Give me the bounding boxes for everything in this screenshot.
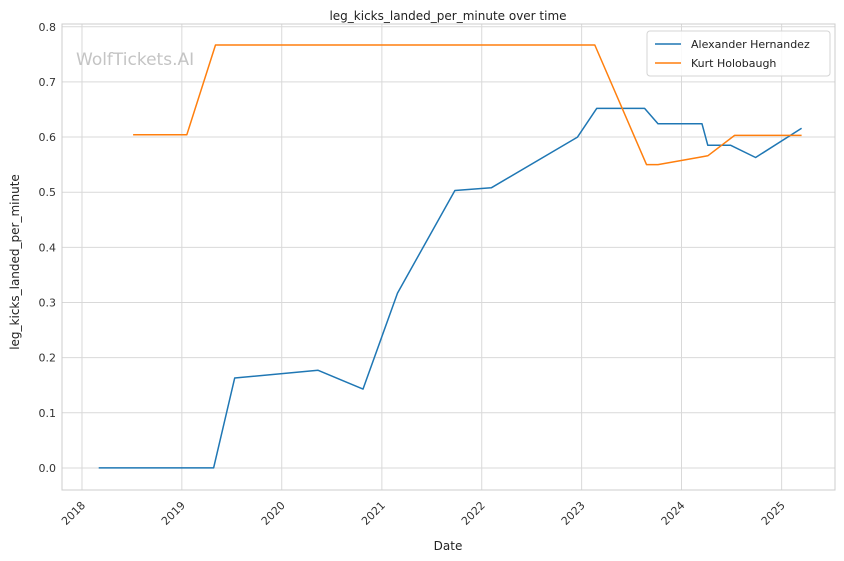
y-axis-ticks: 0.0 0.1 0.2 0.3 0.4 0.5 0.6 0.7 0.8: [39, 21, 57, 475]
x-axis-label: Date: [434, 539, 463, 553]
y-tick-label: 0.4: [39, 241, 57, 254]
y-tick-label: 0.1: [39, 407, 57, 420]
chart-title: leg_kicks_landed_per_minute over time: [329, 9, 566, 23]
watermark-text: WolfTickets.AI: [76, 50, 194, 70]
series-layer: [98, 44, 803, 469]
series-line-1: [133, 44, 802, 166]
y-tick-label: 0.5: [39, 186, 57, 199]
grid-lines: [62, 24, 835, 490]
y-tick-label: 0.7: [39, 76, 57, 89]
y-tick-label: 0.3: [39, 296, 57, 309]
legend: Alexander Hernandez Kurt Holobaugh: [646, 30, 831, 77]
y-tick-label: 0.6: [39, 131, 57, 144]
legend-label-1: Kurt Holobaugh: [691, 57, 776, 70]
plot-area-frame: [61, 23, 836, 491]
legend-label-0: Alexander Hernandez: [691, 38, 810, 51]
y-tick-label: 0.8: [39, 21, 57, 34]
y-axis-label: leg_kicks_landed_per_minute: [8, 174, 22, 350]
y-tick-label: 0.0: [39, 462, 57, 475]
y-tick-label: 0.2: [39, 352, 57, 365]
series-line-0: [98, 107, 803, 469]
legend-box: [646, 30, 831, 77]
